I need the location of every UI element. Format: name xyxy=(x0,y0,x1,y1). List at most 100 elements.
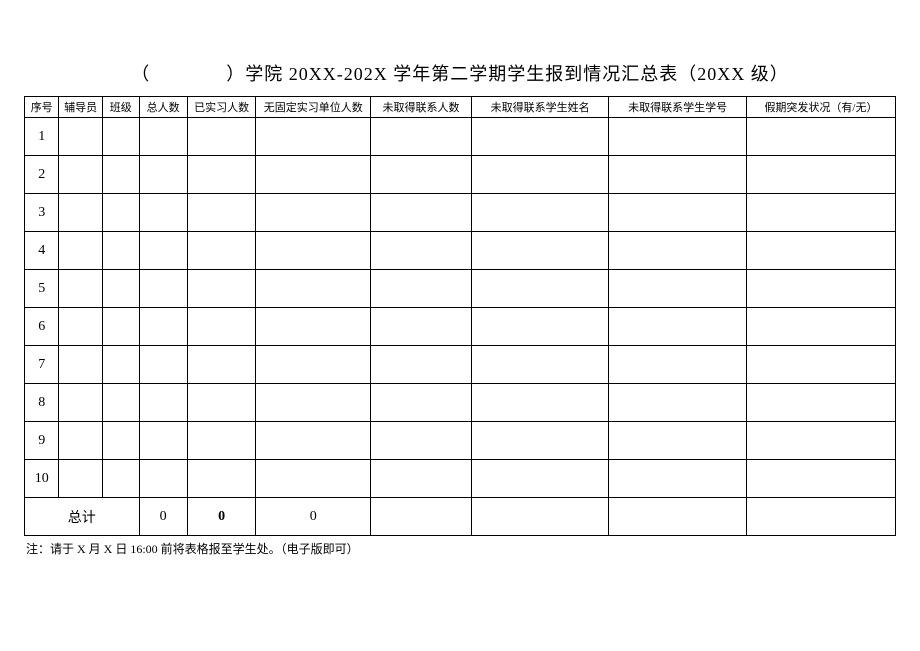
cell xyxy=(102,384,139,422)
cell xyxy=(102,460,139,498)
cell xyxy=(471,384,609,422)
cell xyxy=(256,460,371,498)
cell xyxy=(609,384,747,422)
cell xyxy=(609,346,747,384)
cell xyxy=(609,194,747,232)
cell xyxy=(59,384,103,422)
totals-row: 总计 0 0 0 xyxy=(25,498,896,536)
cell xyxy=(371,384,472,422)
cell xyxy=(371,346,472,384)
cell xyxy=(139,118,187,156)
totals-empty xyxy=(471,498,609,536)
cell xyxy=(187,270,256,308)
cell xyxy=(256,308,371,346)
cell xyxy=(371,422,472,460)
cell xyxy=(256,194,371,232)
cell xyxy=(746,308,895,346)
cell xyxy=(256,346,371,384)
col-header: 辅导员 xyxy=(59,97,103,118)
cell xyxy=(471,422,609,460)
row-number: 1 xyxy=(25,118,59,156)
cell xyxy=(256,232,371,270)
totals-col4: 0 xyxy=(187,498,256,536)
table-row: 3 xyxy=(25,194,896,232)
cell xyxy=(59,422,103,460)
cell xyxy=(187,308,256,346)
table-row: 9 xyxy=(25,422,896,460)
table-row: 8 xyxy=(25,384,896,422)
cell xyxy=(746,194,895,232)
cell xyxy=(59,156,103,194)
row-number: 7 xyxy=(25,346,59,384)
col-header: 未取得联系学生学号 xyxy=(609,97,747,118)
col-header: 总人数 xyxy=(139,97,187,118)
footer-note: 注：请于 X 月 X 日 16:00 前将表格报至学生处。（电子版即可） xyxy=(24,540,896,557)
cell xyxy=(371,194,472,232)
col-header: 未取得联系学生姓名 xyxy=(471,97,609,118)
col-header: 未取得联系人数 xyxy=(371,97,472,118)
cell xyxy=(139,460,187,498)
totals-col3: 0 xyxy=(139,498,187,536)
cell xyxy=(256,384,371,422)
cell xyxy=(256,156,371,194)
cell xyxy=(609,156,747,194)
cell xyxy=(746,384,895,422)
cell xyxy=(139,194,187,232)
cell xyxy=(139,270,187,308)
cell xyxy=(139,232,187,270)
totals-empty xyxy=(371,498,472,536)
cell xyxy=(471,194,609,232)
cell xyxy=(471,156,609,194)
cell xyxy=(59,118,103,156)
cell xyxy=(746,270,895,308)
cell xyxy=(371,460,472,498)
table-row: 6 xyxy=(25,308,896,346)
cell xyxy=(371,118,472,156)
totals-label: 总计 xyxy=(25,498,140,536)
cell xyxy=(102,270,139,308)
cell xyxy=(102,194,139,232)
table-row: 10 xyxy=(25,460,896,498)
cell xyxy=(256,270,371,308)
cell xyxy=(471,270,609,308)
cell xyxy=(471,118,609,156)
cell xyxy=(746,232,895,270)
cell xyxy=(59,346,103,384)
cell xyxy=(102,346,139,384)
table-row: 7 xyxy=(25,346,896,384)
row-number: 4 xyxy=(25,232,59,270)
cell xyxy=(102,422,139,460)
summary-table: 序号 辅导员 班级 总人数 已实习人数 无固定实习单位人数 未取得联系人数 未取… xyxy=(24,96,896,536)
cell xyxy=(187,346,256,384)
cell xyxy=(371,156,472,194)
cell xyxy=(59,232,103,270)
row-number: 9 xyxy=(25,422,59,460)
cell xyxy=(609,118,747,156)
cell xyxy=(187,422,256,460)
cell xyxy=(187,460,256,498)
col-header: 无固定实习单位人数 xyxy=(256,97,371,118)
cell xyxy=(371,232,472,270)
cell xyxy=(471,232,609,270)
cell xyxy=(139,346,187,384)
cell xyxy=(471,346,609,384)
cell xyxy=(746,346,895,384)
col-header: 班级 xyxy=(102,97,139,118)
cell xyxy=(102,156,139,194)
table-header-row: 序号 辅导员 班级 总人数 已实习人数 无固定实习单位人数 未取得联系人数 未取… xyxy=(25,97,896,118)
col-header: 序号 xyxy=(25,97,59,118)
cell xyxy=(187,232,256,270)
cell xyxy=(187,194,256,232)
cell xyxy=(609,232,747,270)
row-number: 8 xyxy=(25,384,59,422)
cell xyxy=(746,118,895,156)
cell xyxy=(609,308,747,346)
cell xyxy=(139,384,187,422)
cell xyxy=(59,308,103,346)
row-number: 2 xyxy=(25,156,59,194)
cell xyxy=(256,118,371,156)
cell xyxy=(746,460,895,498)
table-row: 5 xyxy=(25,270,896,308)
cell xyxy=(187,384,256,422)
cell xyxy=(187,156,256,194)
